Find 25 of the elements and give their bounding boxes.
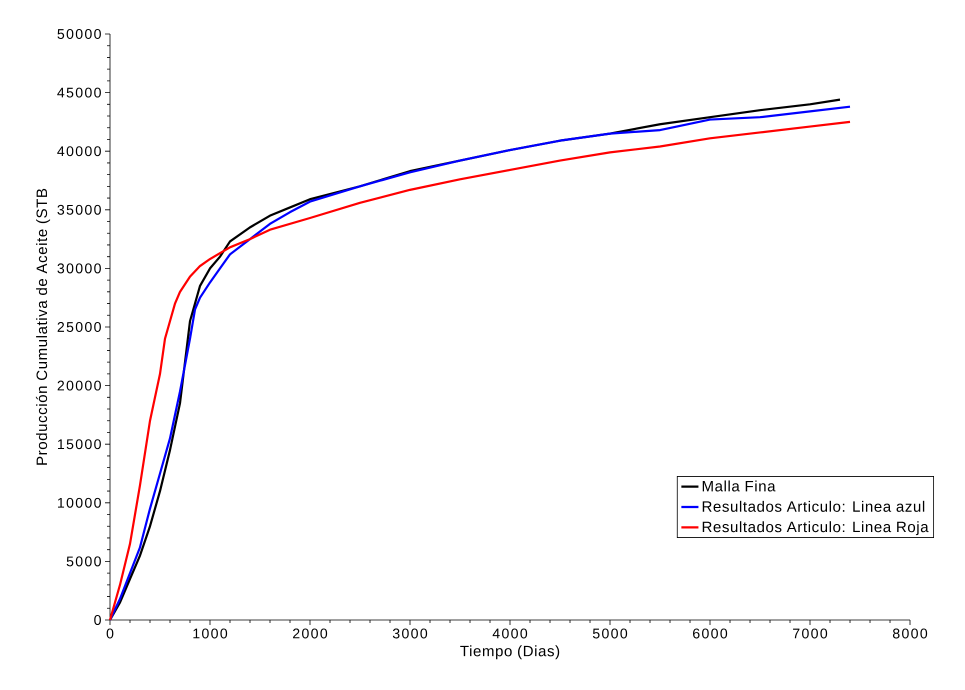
x-tick-label: 3000	[392, 628, 428, 638]
y-tick-label: 40000	[57, 146, 101, 156]
x-tick-label: 8000	[892, 628, 928, 638]
x-tick-label: 4000	[492, 628, 528, 638]
y-tick-label: 20000	[58, 380, 101, 391]
x-tick-label: 2000	[293, 628, 328, 638]
y-tick-label: 45000	[57, 88, 101, 98]
y-tick-label: 50000	[58, 29, 101, 39]
y-tick-label: 10000	[58, 498, 101, 508]
x-tick-label: 0	[106, 628, 114, 638]
legend-label: Resultados Articulo: Linea azul	[702, 500, 924, 512]
legend-label: Resultados Articulo: Linea Roja	[702, 521, 929, 536]
y-tick-label: 5000	[66, 556, 101, 566]
y-axis-title: Producción Cumulativa de Aceite (STB	[36, 188, 50, 465]
y-tick-label: 35000	[57, 204, 101, 215]
y-tick-label: 15000	[58, 439, 101, 450]
y-tick-label: 0	[94, 615, 101, 625]
legend-label: Malla Fina	[702, 480, 776, 492]
x-tick-label: 1000	[193, 628, 228, 638]
x-axis-title: Tiempo (Dias)	[460, 645, 560, 660]
x-tick-label: 7000	[793, 628, 828, 638]
x-tick-label: 6000	[693, 628, 728, 638]
y-tick-label: 30000	[57, 263, 101, 274]
x-tick-label: 5000	[592, 628, 628, 638]
y-tick-label: 25000	[58, 322, 101, 332]
